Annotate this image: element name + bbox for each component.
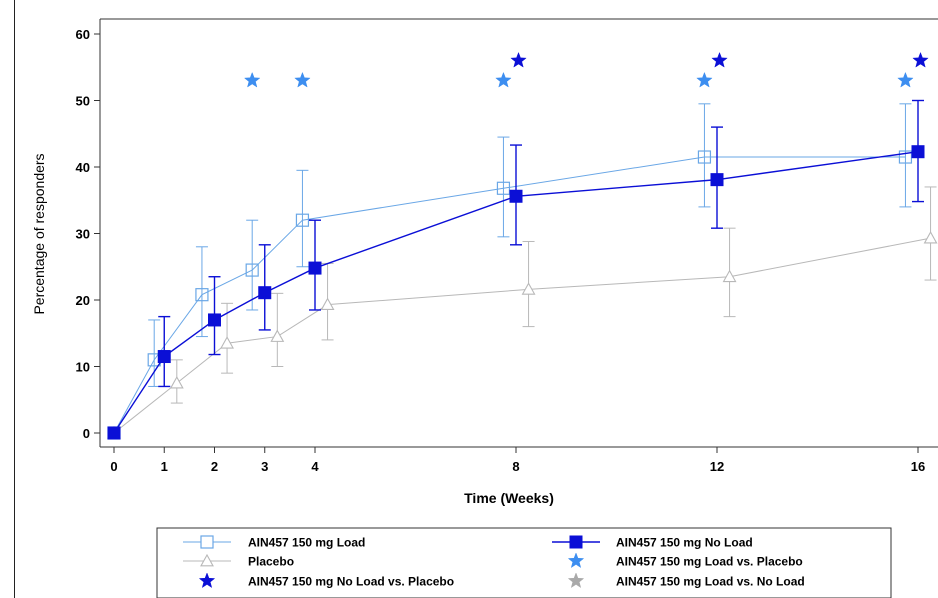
marker-noload — [258, 286, 272, 300]
star-load-vs-placebo — [294, 71, 311, 88]
x-tick-label: 0 — [110, 459, 117, 474]
star-noload-vs-placebo — [510, 51, 527, 68]
y-tick-label: 50 — [76, 94, 90, 109]
x-tick-label: 2 — [211, 459, 218, 474]
legend-marker-noload — [569, 535, 583, 549]
x-tick-label: 12 — [710, 459, 724, 474]
marker-load — [245, 263, 259, 277]
legend-label: AIN457 150 mg No Load — [616, 536, 753, 550]
legend: AIN457 150 mg Load AIN457 150 mg No Load P… — [156, 527, 892, 598]
star-load-vs-placebo — [243, 71, 261, 88]
marker-placebo — [320, 297, 335, 311]
plot-frame — [99, 18, 938, 448]
star-noload-vs-placebo — [912, 51, 929, 68]
x-tick-label: 1 — [161, 459, 168, 474]
star-noload-vs-placebo — [711, 51, 728, 68]
legend-entry-star-noload-vs-placebo: AIN457 150 mg No Load vs. Placebo — [198, 572, 454, 589]
x-tick-label: 4 — [311, 459, 319, 474]
y-axis: 0 10 20 30 40 50 60 — [76, 27, 100, 441]
marker-noload — [509, 189, 523, 203]
series-line-placebo — [113, 237, 931, 434]
marker-noload — [308, 261, 322, 275]
legend-label: AIN457 150 mg Load vs. No Load — [616, 575, 805, 589]
x-tick-label: 3 — [261, 459, 268, 474]
y-tick-label: 60 — [76, 27, 90, 42]
page-left-border — [14, 0, 15, 598]
x-axis-title: Time (Weeks) — [464, 490, 554, 506]
series-layer — [107, 99, 938, 440]
y-tick-label: 30 — [76, 227, 90, 242]
series-line-load — [113, 156, 906, 434]
marker-load — [496, 181, 511, 195]
y-axis-title: Percentage of responders — [31, 153, 47, 314]
legend-entry-star-load-vs-noload: AIN457 150 mg Load vs. No Load — [567, 572, 805, 589]
marker-placebo — [923, 231, 938, 244]
marker-noload — [157, 350, 171, 364]
star-load-vs-placebo — [495, 71, 512, 88]
legend-label: Placebo — [248, 555, 294, 569]
significance-stars — [243, 51, 929, 88]
marker-placebo — [169, 375, 184, 389]
y-tick-label: 40 — [76, 160, 90, 175]
marker-load — [295, 213, 310, 227]
star-load-vs-placebo — [696, 71, 713, 88]
legend-entry-noload: AIN457 150 mg No Load — [552, 535, 753, 550]
legend-label: AIN457 150 mg Load — [248, 536, 365, 550]
legend-star-star-noload-vs-placebo — [198, 572, 216, 589]
y-tick-label: 20 — [76, 293, 90, 308]
legend-entry-load: AIN457 150 mg Load — [183, 535, 365, 550]
legend-label: AIN457 150 mg Load vs. Placebo — [616, 555, 803, 569]
legend-star-star-load-vs-noload — [567, 572, 585, 589]
marker-noload — [911, 145, 925, 159]
marker-load — [898, 150, 913, 164]
marker-noload — [107, 426, 121, 440]
marker-placebo — [521, 282, 536, 295]
marker-noload — [208, 313, 221, 327]
star-load-vs-placebo — [897, 71, 914, 88]
series-noload — [107, 99, 925, 440]
legend-entry-star-load-vs-placebo: AIN457 150 mg Load vs. Placebo — [567, 552, 803, 569]
legend-entry-placebo: Placebo — [183, 553, 294, 569]
x-tick-label: 8 — [512, 459, 519, 474]
x-axis: 0 1 2 3 4 8 12 16 — [110, 447, 925, 474]
marker-noload — [710, 173, 724, 187]
legend-box — [156, 527, 892, 598]
legend-marker-load — [200, 535, 214, 549]
marker-placebo — [270, 329, 285, 342]
legend-star-star-load-vs-placebo — [567, 552, 585, 569]
y-tick-label: 0 — [83, 426, 90, 441]
x-tick-label: 16 — [911, 459, 925, 474]
marker-placebo — [220, 336, 234, 349]
series-line-noload — [113, 151, 919, 434]
marker-placebo — [722, 269, 737, 283]
y-tick-label: 10 — [76, 360, 90, 375]
marker-load — [697, 150, 712, 164]
legend-marker-placebo — [200, 553, 214, 567]
legend-label: AIN457 150 mg No Load vs. Placebo — [248, 575, 454, 589]
series-load — [107, 103, 913, 440]
marker-load — [195, 288, 209, 302]
series-placebo — [107, 186, 938, 439]
